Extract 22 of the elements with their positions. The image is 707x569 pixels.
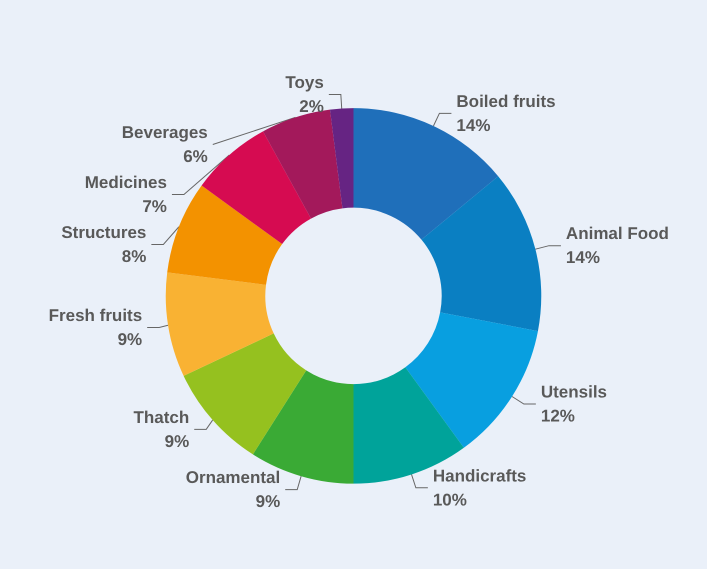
slice-label: Fresh fruits [48, 306, 142, 325]
data-label: 12% [540, 406, 575, 426]
data-label: 14% [566, 248, 600, 268]
slice-label: Animal Food [566, 224, 669, 244]
data-label: 9% [256, 492, 280, 512]
slice-label: Structures [61, 223, 146, 242]
data-label: 9% [118, 330, 142, 349]
data-label: 9% [164, 432, 190, 451]
slice-label: Utensils [540, 382, 607, 402]
slice-label: Handicrafts [432, 466, 526, 486]
data-label: 14% [456, 116, 490, 135]
slice-label: Boiled fruits [456, 92, 556, 111]
data-label: 2% [299, 97, 324, 116]
slice-label: Beverages [122, 123, 208, 142]
slice-label: Medicines [84, 173, 167, 192]
data-label: 7% [142, 197, 167, 216]
data-label: 8% [122, 247, 146, 266]
slice-label: Ornamental [186, 468, 280, 488]
data-label: 6% [183, 147, 208, 166]
slice-label: Thatch [133, 408, 190, 427]
data-label: 10% [432, 490, 467, 510]
slice-label: Toys [285, 73, 324, 92]
